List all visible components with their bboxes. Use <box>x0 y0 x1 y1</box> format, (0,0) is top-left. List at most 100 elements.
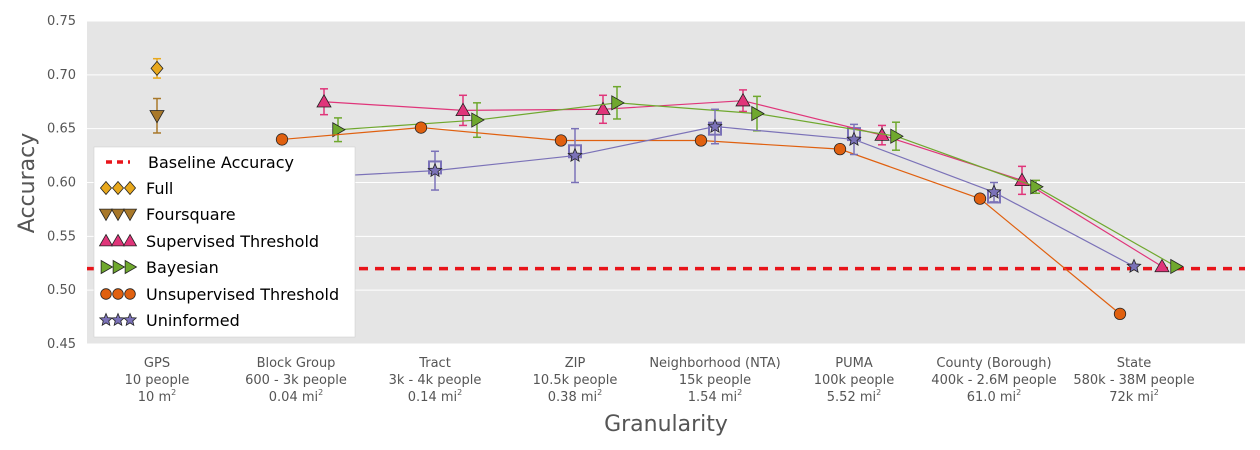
data-point <box>611 95 625 111</box>
legend-marker <box>98 233 114 247</box>
data-point <box>1154 258 1170 273</box>
y-tick-label: 0.75 <box>47 14 76 29</box>
area-superscript: 2 <box>876 388 881 397</box>
legend-marker <box>112 288 124 300</box>
y-tick-label: 0.45 <box>47 337 76 352</box>
data-point <box>275 133 289 146</box>
x-category-area: 0.38 mi2 <box>548 388 602 405</box>
legend-marker <box>100 288 112 300</box>
data-point <box>595 101 611 115</box>
data-point <box>567 147 583 163</box>
x-category-area: 1.54 mi2 <box>688 388 742 405</box>
data-point <box>316 93 332 108</box>
area-value: 5.52 mi <box>827 390 876 405</box>
legend-marker <box>98 208 114 222</box>
legend-label: Baseline Accuracy <box>148 153 294 172</box>
legend-marker <box>122 233 138 247</box>
data-point <box>150 60 164 76</box>
data-point <box>471 112 485 128</box>
data-point <box>427 162 443 178</box>
y-tick-label: 0.65 <box>47 122 76 137</box>
area-value: 1.54 mi <box>688 390 737 405</box>
legend-label: Bayesian <box>146 258 219 277</box>
area-superscript: 2 <box>457 388 462 397</box>
data-point <box>1113 307 1127 320</box>
x-category-label: ZIP <box>565 356 586 371</box>
y-tick-label: 0.55 <box>47 229 76 244</box>
legend-label: Foursquare <box>146 205 236 224</box>
area-value: 72k mi <box>1109 390 1153 405</box>
legend-box <box>93 146 356 338</box>
legend-label: Full <box>146 179 173 198</box>
area-value: 0.14 mi <box>408 390 457 405</box>
area-value: 10 m <box>138 390 171 405</box>
area-superscript: 2 <box>171 388 176 397</box>
x-category-label: 3k - 4k people <box>389 373 482 388</box>
y-tick-label: 0.70 <box>47 68 76 83</box>
legend-marker <box>111 180 125 196</box>
legend-label: Supervised Threshold <box>146 232 319 251</box>
area-value: 0.04 mi <box>269 390 318 405</box>
x-axis-label: Granularity <box>604 412 728 437</box>
series-supervised-threshold <box>316 88 1170 273</box>
x-category-label: 580k - 38M people <box>1073 373 1194 388</box>
data-point <box>735 92 751 107</box>
x-category-area: 10 m2 <box>138 388 176 405</box>
legend-marker <box>124 259 138 275</box>
area-superscript: 2 <box>1154 388 1159 397</box>
y-axis-label: Accuracy <box>15 133 40 233</box>
y-tick-label: 0.60 <box>47 176 76 191</box>
series-full <box>150 57 164 79</box>
legend: Baseline Accuracy Full Foursquare Supervise… <box>93 146 356 338</box>
x-category-area: 5.52 mi2 <box>827 388 881 405</box>
legend-marker <box>110 312 126 327</box>
data-point <box>833 142 847 156</box>
x-category-area: 72k mi2 <box>1109 388 1159 405</box>
data-point <box>986 184 1002 199</box>
data-point <box>707 118 723 134</box>
x-category-label: 400k - 2.6M people <box>931 373 1056 388</box>
x-category-label: County (Borough) <box>936 356 1051 371</box>
data-point <box>414 121 428 134</box>
area-value: 0.38 mi <box>548 390 597 405</box>
legend-marker <box>98 312 114 327</box>
legend-marker <box>110 208 126 222</box>
x-category-label: Block Group <box>257 356 336 371</box>
x-category-area: 61.0 mi2 <box>967 388 1021 405</box>
data-point <box>554 134 568 147</box>
x-category-area: 0.14 mi2 <box>408 388 462 405</box>
y-axis-ticks: 0.45 0.50 0.55 0.60 0.65 0.70 0.75 <box>47 14 76 352</box>
x-category-label: 15k people <box>679 373 751 388</box>
data-point <box>1030 179 1044 195</box>
data-point <box>332 122 346 138</box>
legend-marker <box>122 312 138 327</box>
x-category-label: State <box>1117 356 1151 371</box>
x-category-label: Tract <box>418 356 451 371</box>
area-superscript: 2 <box>737 388 742 397</box>
x-category-label: GPS <box>144 356 170 371</box>
legend-marker <box>123 180 137 196</box>
data-point <box>890 128 904 144</box>
series-bayesian <box>332 85 1184 275</box>
series-foursquare <box>149 97 165 134</box>
data-point <box>1126 258 1142 273</box>
x-category-label: 600 - 3k people <box>245 373 347 388</box>
legend-marker <box>99 180 113 196</box>
data-point <box>751 105 765 122</box>
area-superscript: 2 <box>1016 388 1021 397</box>
y-tick-label: 0.50 <box>47 283 76 298</box>
x-category-label: 10.5k people <box>533 373 618 388</box>
series-unsupervised-threshold <box>275 121 1127 320</box>
x-category-label: 100k people <box>814 373 895 388</box>
legend-marker <box>100 259 114 275</box>
legend-label: Uninformed <box>146 311 240 330</box>
